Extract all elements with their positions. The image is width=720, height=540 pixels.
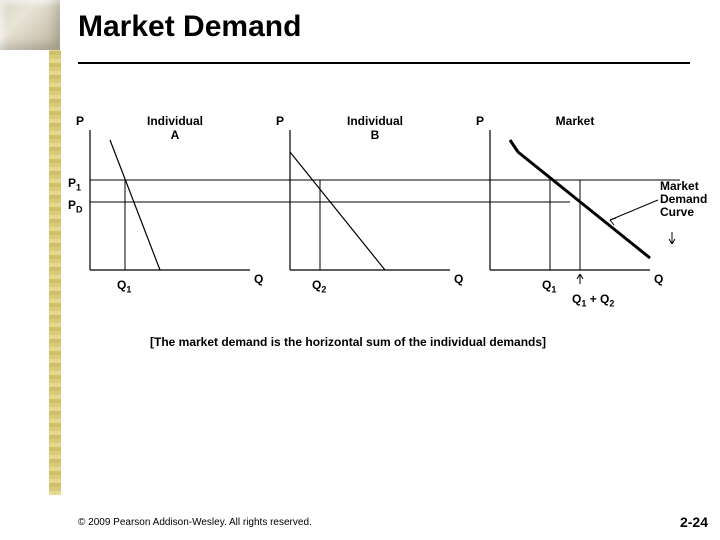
label-PD: PD	[68, 198, 83, 214]
panel-0: IndividualAPQ1Q	[90, 150, 250, 310]
title-rule	[78, 62, 690, 64]
decorative-stripe	[49, 50, 61, 495]
panel-svg	[490, 130, 700, 300]
y-axis-label: P	[76, 114, 84, 128]
panel-svg	[290, 130, 500, 300]
panel-svg	[90, 130, 300, 300]
panel-2: MarketPQ1Q1 + Q2MarketDemandCurveQ	[490, 150, 650, 310]
panel-title: Market	[530, 114, 620, 128]
copyright-text: © 2009 Pearson Addison-Wesley. All right…	[78, 517, 312, 528]
page-number: 2-24	[680, 514, 708, 530]
label-P1: P1	[68, 176, 81, 192]
page-title: Market Demand	[78, 10, 301, 44]
market-demand-diagram: P1 PD IndividualAPQ1QIndividualBPQ2QMark…	[90, 150, 690, 350]
panel-1: IndividualBPQ2Q	[290, 150, 450, 310]
y-axis-label: P	[476, 114, 484, 128]
decorative-corner	[0, 0, 60, 50]
caption-text: [The market demand is the horizontal sum…	[150, 335, 546, 349]
y-axis-label: P	[276, 114, 284, 128]
